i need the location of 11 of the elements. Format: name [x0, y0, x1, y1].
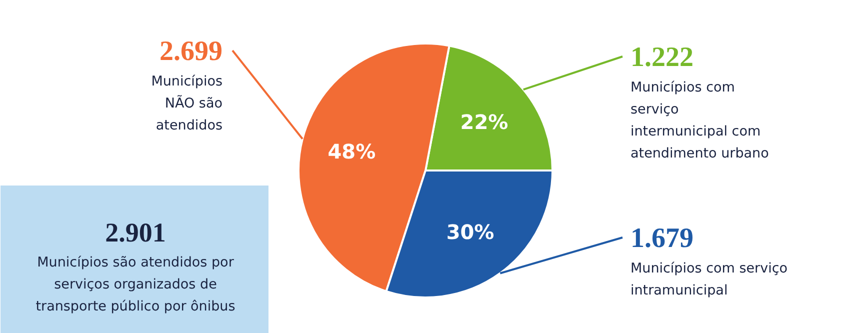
- text: 2.901: [105, 218, 166, 248]
- text: 1.222: [630, 42, 694, 73]
- data-label: 48%: [328, 140, 376, 164]
- text: 1.679: [630, 223, 694, 254]
- slice-label: Municípios com serviço intermunicipal com atendimento urbano: [630, 80, 769, 162]
- data-label: 30%: [446, 220, 494, 244]
- slice-label: Municípios com serviço intramunicipal: [630, 260, 788, 298]
- text: Municípios são atendidos por serviços organizados de transporte público por ônibus: [36, 254, 236, 314]
- data-label: 22%: [460, 110, 508, 134]
- text: 2.699: [160, 36, 222, 67]
- slice-label: Municípios NÃO são atendidos: [151, 74, 223, 134]
